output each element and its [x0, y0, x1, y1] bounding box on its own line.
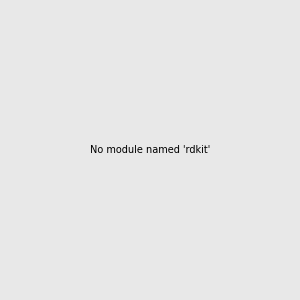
Text: No module named 'rdkit': No module named 'rdkit' — [90, 145, 210, 155]
